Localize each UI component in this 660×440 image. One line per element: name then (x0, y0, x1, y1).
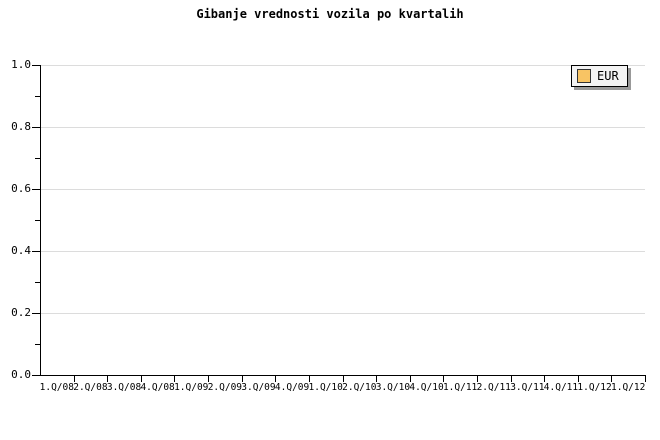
y-major-tick (32, 127, 40, 128)
y-tick-label: 0.8 (11, 120, 31, 133)
y-minor-tick (35, 158, 40, 159)
x-tick (578, 376, 579, 382)
y-gridline (41, 65, 645, 66)
x-tick (410, 376, 411, 382)
y-axis-line (40, 65, 41, 376)
x-tick-label: 4.Q/10 (409, 382, 444, 393)
x-tick-label: 2.Q/09 (207, 382, 243, 393)
x-tick (611, 376, 612, 382)
x-tick-label: 1.Q/09 (174, 382, 209, 393)
x-tick-label: 1.Q/08 (39, 382, 74, 393)
x-tick (74, 376, 75, 382)
x-tick (376, 376, 377, 382)
x-tick (208, 376, 209, 382)
x-tick (174, 376, 175, 382)
x-tick (309, 376, 310, 382)
x-tick (511, 376, 512, 382)
y-minor-tick (35, 344, 40, 345)
x-tick-label: 2.Q/10 (342, 382, 377, 393)
y-minor-tick (35, 282, 40, 283)
x-tick-label: 3.Q/08 (106, 382, 142, 393)
y-tick-label: 0.6 (11, 182, 31, 195)
x-tick-label: 3.Q/10 (375, 382, 411, 393)
x-tick-label: 1.Q/10 (308, 382, 343, 393)
x-tick (275, 376, 276, 382)
x-tick (343, 376, 344, 382)
x-tick-label: 2.Q/08 (73, 382, 108, 393)
y-tick-label: 0.2 (11, 306, 31, 319)
legend: EUR (571, 65, 628, 87)
y-minor-tick (35, 220, 40, 221)
x-tick (477, 376, 478, 382)
x-tick (544, 376, 545, 382)
x-tick-label: 1.Q/12 (577, 382, 612, 393)
x-tick (107, 376, 108, 382)
y-gridline (41, 189, 645, 190)
chart-title: Gibanje vrednosti vozila po kvartalih (196, 7, 464, 21)
x-tick-label: 4.Q/08 (140, 382, 175, 393)
x-tick (242, 376, 243, 382)
y-major-tick (32, 375, 40, 376)
legend-label: EUR (597, 69, 619, 83)
x-tick-label: 3.Q/11 (510, 382, 545, 393)
x-tick-label: 1.Q/12 (611, 382, 646, 393)
x-tick-label: 3.Q/09 (241, 382, 276, 393)
x-tick-label: 1.Q/11 (442, 382, 478, 393)
y-gridline (41, 313, 645, 314)
x-tick-label: 2.Q/11 (476, 382, 511, 393)
y-major-tick (32, 251, 40, 252)
y-major-tick (32, 313, 40, 314)
y-major-tick (32, 189, 40, 190)
legend-swatch-eur (577, 69, 591, 83)
y-gridline (41, 127, 645, 128)
x-tick-label: 4.Q/11 (543, 382, 579, 393)
x-tick-label: 4.Q/09 (274, 382, 310, 393)
y-tick-label: 1.0 (11, 58, 31, 71)
x-tick (645, 376, 646, 382)
y-tick-label: 0.4 (11, 244, 31, 257)
y-tick-label: 0.0 (11, 368, 31, 381)
x-tick (141, 376, 142, 382)
y-gridline (41, 251, 645, 252)
x-axis-line (40, 375, 646, 376)
y-minor-tick (35, 96, 40, 97)
x-tick (443, 376, 444, 382)
y-major-tick (32, 65, 40, 66)
